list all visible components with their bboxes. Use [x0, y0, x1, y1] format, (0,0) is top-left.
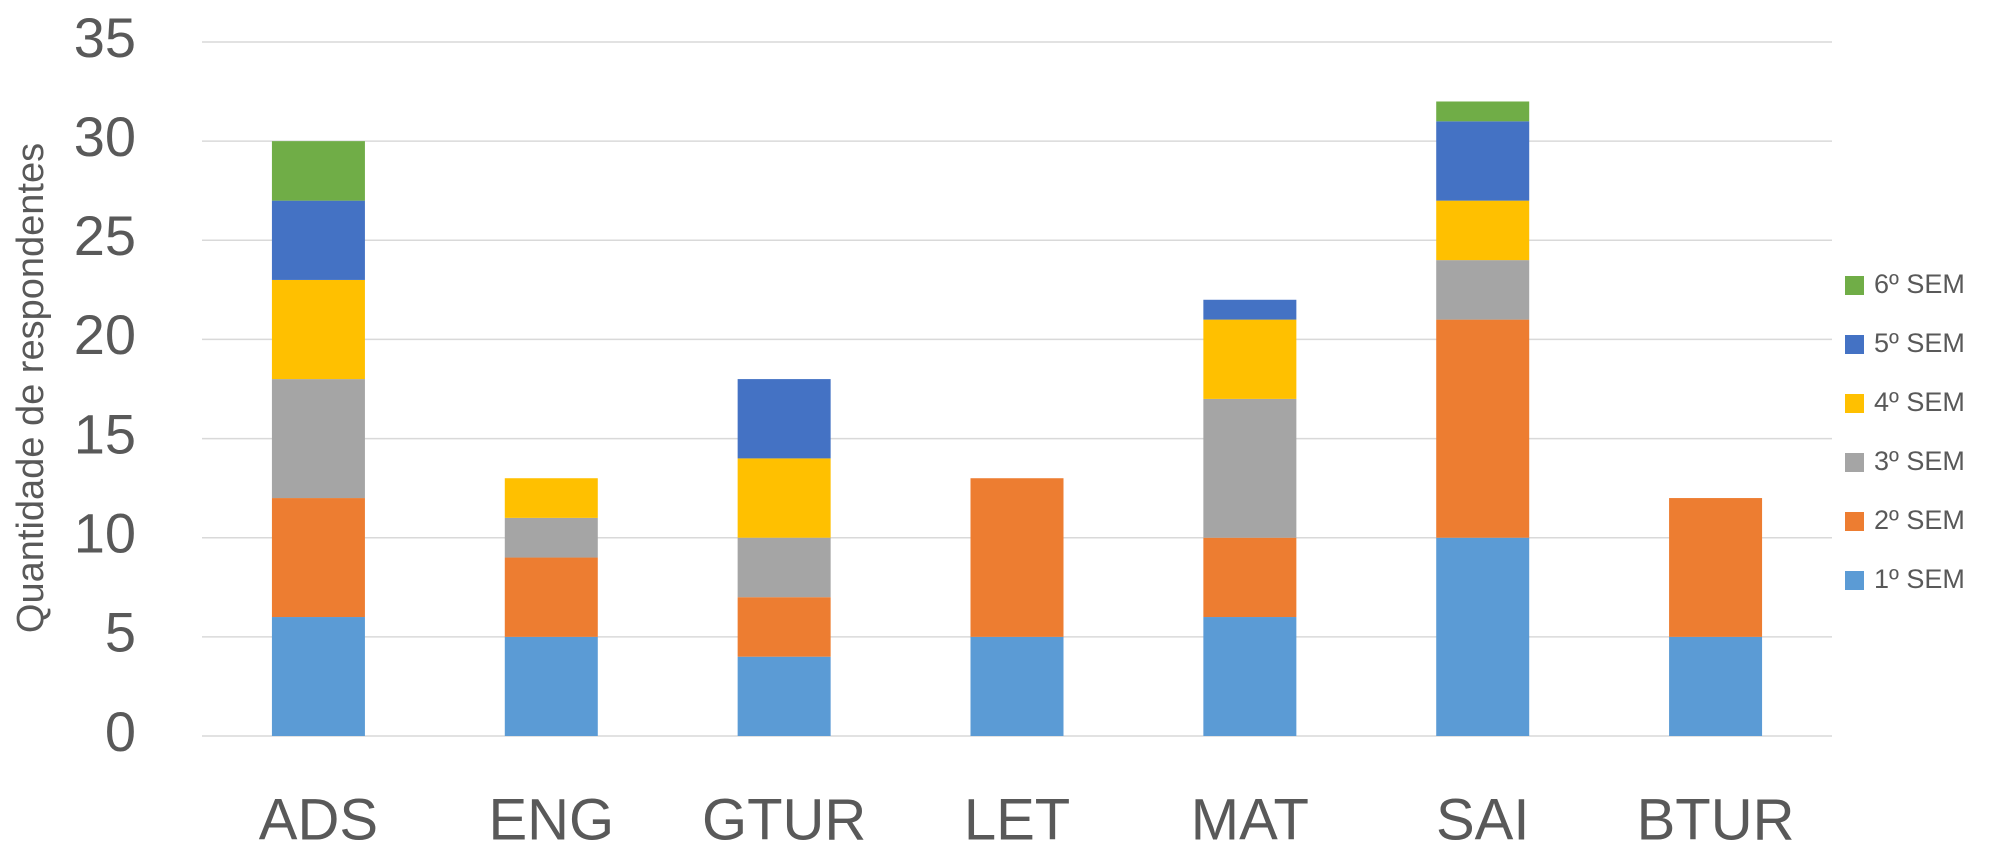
bar-segment [271, 379, 365, 499]
bar-segment [504, 636, 598, 736]
y-tick-label: 35 [74, 6, 136, 69]
y-tick-label: 5 [105, 601, 136, 664]
bar-segment [504, 557, 598, 637]
bar-segment [504, 478, 598, 518]
bar-segment [1436, 200, 1530, 261]
bar-segment [970, 478, 1064, 637]
x-tick-label: GTUR [702, 787, 866, 849]
x-tick-label: SAI [1436, 787, 1530, 849]
bar-segment [1203, 537, 1297, 618]
y-tick-label: 0 [105, 700, 136, 763]
bar-segment [737, 537, 831, 598]
bar-segment [1436, 537, 1530, 736]
bar-segment [271, 279, 365, 380]
x-tick-label: MAT [1191, 787, 1309, 849]
y-axis-label: Quantidade de respondentes [10, 143, 52, 633]
y-tick-label: 20 [74, 303, 136, 366]
bar-segment [737, 458, 831, 538]
bar-segment [1203, 319, 1297, 399]
x-tick-label: LET [964, 787, 1070, 849]
y-tick-label: 30 [74, 105, 136, 168]
bar-segment [1203, 617, 1297, 736]
bar-segment [1669, 498, 1763, 637]
y-tick-label: 10 [74, 502, 136, 565]
legend-swatch [1845, 335, 1864, 354]
legend-swatch [1845, 276, 1864, 295]
legend-label: 3º SEM [1874, 446, 1965, 476]
legend-label: 5º SEM [1874, 328, 1965, 358]
bar-segment [970, 636, 1064, 736]
bar-segment [271, 498, 365, 618]
legend-label: 1º SEM [1874, 564, 1965, 594]
bar-segment [271, 141, 365, 201]
bar-segment [504, 517, 598, 558]
x-tick-label: BTUR [1637, 787, 1795, 849]
legend-swatch [1845, 453, 1864, 472]
bar-segment [1436, 319, 1530, 538]
bar-segment [1436, 121, 1530, 201]
x-tick-label: ADS [259, 787, 378, 849]
legend-swatch [1845, 512, 1864, 531]
bar-segment [1669, 636, 1763, 736]
bar-segment [1203, 398, 1297, 538]
bar-segment [737, 379, 831, 459]
bar-segment [1436, 260, 1530, 320]
x-tick-label: ENG [488, 787, 614, 849]
bar-segment [737, 597, 831, 657]
legend-label: 4º SEM [1874, 387, 1965, 417]
bar-segment [737, 656, 831, 736]
bar-segment [271, 617, 365, 736]
legend-label: 2º SEM [1874, 505, 1965, 535]
y-tick-label: 15 [74, 402, 136, 465]
y-tick-label: 25 [74, 204, 136, 267]
bar-segment [1203, 299, 1297, 320]
legend-swatch [1845, 571, 1864, 590]
legend-swatch [1845, 394, 1864, 413]
legend-label: 6º SEM [1874, 269, 1965, 299]
bar-segment [1436, 101, 1530, 122]
bar-segment [271, 200, 365, 280]
